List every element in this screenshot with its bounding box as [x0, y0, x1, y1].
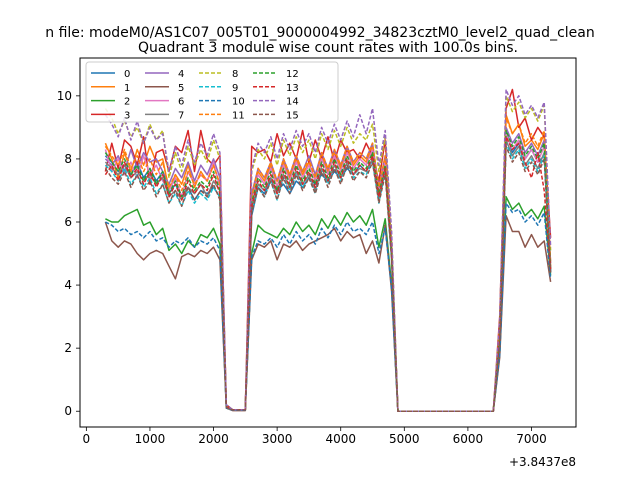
legend-label-9: 9	[232, 83, 238, 94]
series-line-2	[105, 196, 552, 412]
x-tick-label: 7000	[516, 432, 547, 446]
x-axis: 0 1000 2000 3000 4000 5000 6000 7000	[83, 427, 547, 446]
series-line-3	[104, 88, 552, 412]
y-tick-label: 0	[64, 404, 72, 418]
series-line-12	[104, 129, 552, 412]
series-line-11	[104, 117, 552, 412]
figure-suptitle: n file: modeM0/AS1C07_005T01_9000004992_…	[45, 25, 594, 41]
x-tick-label: 4000	[325, 432, 356, 446]
y-tick-label: 2	[64, 341, 72, 355]
x-tick-label: 0	[83, 432, 91, 446]
legend-label-2: 2	[124, 97, 130, 108]
legend-label-10: 10	[232, 97, 245, 108]
legend-label-7: 7	[178, 110, 184, 121]
legend-label-13: 13	[286, 83, 299, 94]
series-line-15	[104, 145, 552, 412]
legend-label-6: 6	[178, 97, 184, 108]
y-tick-label: 6	[64, 215, 72, 229]
legend-label-0: 0	[124, 69, 130, 80]
x-tick-label: 3000	[262, 432, 293, 446]
chart-title: Quadrant 3 module wise count rates with …	[138, 40, 518, 56]
y-tick-label: 8	[64, 152, 72, 166]
series-lines	[104, 88, 552, 412]
x-tick-label: 1000	[135, 432, 166, 446]
legend-label-8: 8	[232, 69, 238, 80]
y-axis: 0 2 4 6 8 10	[57, 89, 80, 418]
legend-label-1: 1	[124, 83, 130, 94]
y-tick-label: 4	[64, 278, 72, 292]
y-tick-label: 10	[57, 89, 72, 103]
legend-label-15: 15	[286, 110, 299, 121]
legend-label-4: 4	[178, 69, 184, 80]
legend-label-12: 12	[286, 69, 299, 80]
legend-label-14: 14	[286, 97, 299, 108]
legend-label-5: 5	[178, 83, 184, 94]
legend-label-11: 11	[232, 110, 245, 121]
legend-label-3: 3	[124, 110, 130, 121]
x-tick-label: 2000	[198, 432, 229, 446]
axes-frame	[79, 57, 577, 428]
x-offset-text: +3.8437e8	[509, 455, 576, 469]
legend-box	[85, 61, 339, 123]
x-tick-label: 6000	[453, 432, 484, 446]
x-tick-label: 5000	[389, 432, 420, 446]
